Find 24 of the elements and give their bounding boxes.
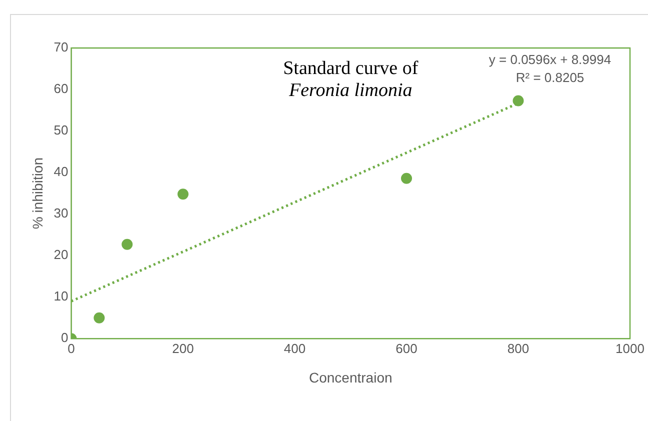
y-tick-label: 0 [61, 330, 68, 346]
y-axis-title: % inhibition [29, 157, 46, 230]
point [94, 312, 105, 324]
x-tick-label: 400 [284, 340, 306, 356]
y-tick-label: 20 [54, 247, 68, 262]
x-tick-label: 800 [507, 340, 530, 356]
x-tick-label: 200 [172, 340, 194, 356]
point [122, 238, 133, 250]
text: Feronia limonia [288, 80, 412, 101]
y-tick-label: 10 [54, 288, 68, 304]
annotation: R² = 0.8205 [516, 70, 584, 85]
y-tick-label: 70 [54, 40, 68, 55]
point [401, 172, 412, 184]
y-tick-label: 50 [54, 122, 68, 138]
y-tick-label: 40 [54, 164, 68, 180]
x-tick-label: 1000 [616, 340, 644, 356]
x-tick-label: 600 [396, 340, 418, 356]
x-axis-title: Concentraion [308, 369, 392, 386]
y-tick-label: 60 [54, 81, 68, 96]
annotation: y = 0.0596x + 8.9994 [488, 52, 612, 67]
y-tick-label: 30 [54, 206, 68, 221]
point [178, 188, 189, 200]
point [512, 95, 524, 106]
text: Standard curve of [283, 58, 419, 79]
